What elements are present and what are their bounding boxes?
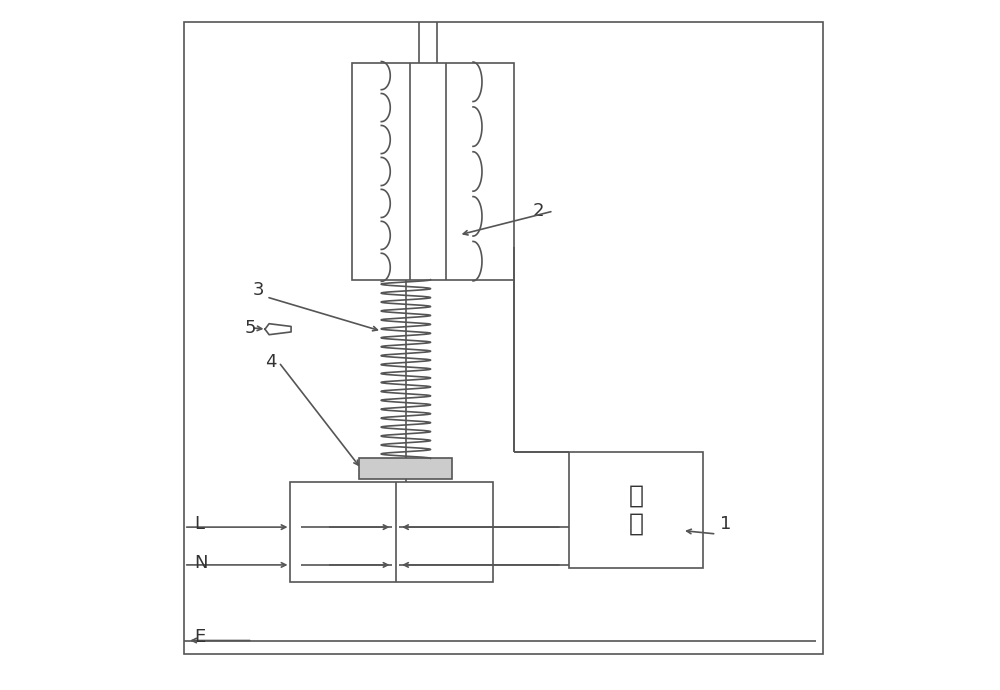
Text: 电
器: 电 器 bbox=[629, 484, 644, 536]
Bar bbox=[352, 63, 514, 279]
Text: 2: 2 bbox=[533, 202, 544, 220]
Bar bbox=[290, 482, 493, 582]
Text: L: L bbox=[194, 515, 204, 533]
Text: N: N bbox=[194, 554, 208, 572]
Bar bbox=[569, 451, 703, 569]
Text: 1: 1 bbox=[720, 515, 731, 533]
Text: E: E bbox=[194, 628, 205, 646]
Bar bbox=[359, 458, 452, 479]
Text: 3: 3 bbox=[253, 281, 264, 299]
Text: 4: 4 bbox=[265, 353, 276, 371]
Text: 5: 5 bbox=[244, 319, 256, 337]
